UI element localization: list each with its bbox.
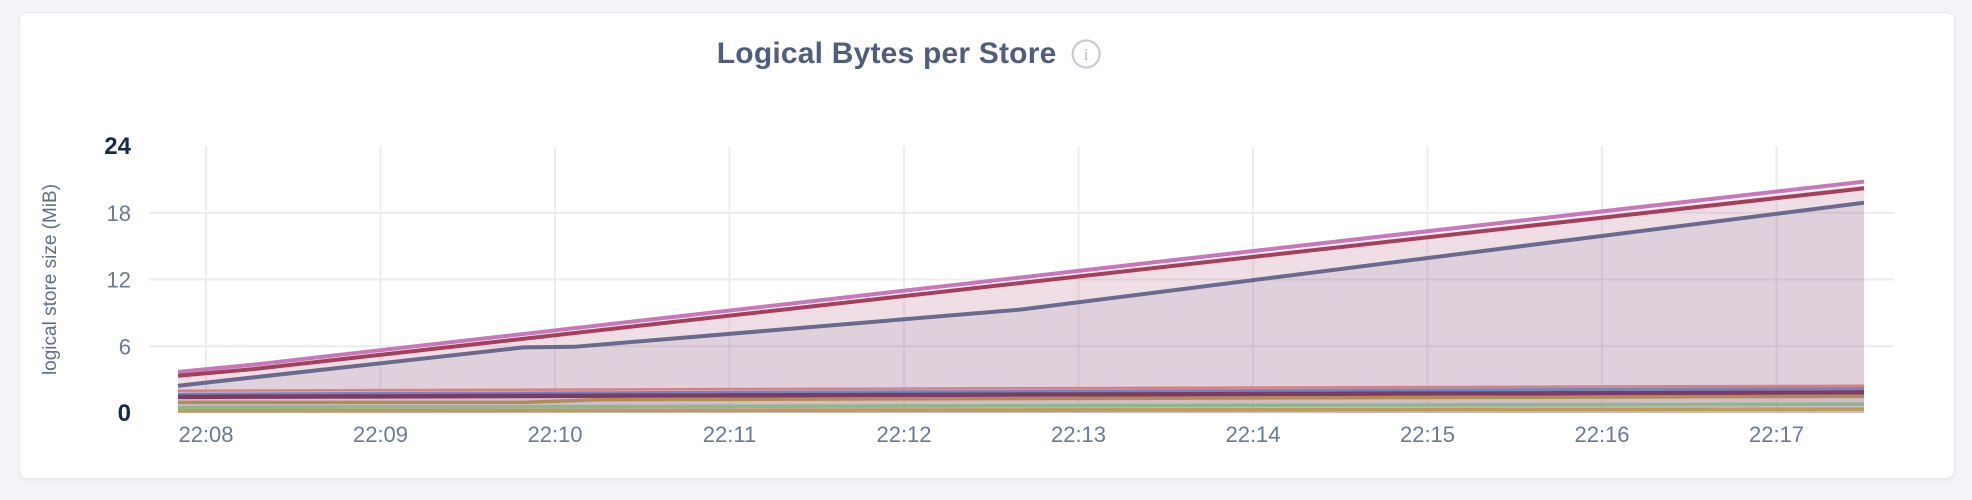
- y-tick-label: 24: [104, 133, 131, 160]
- y-tick-label: 12: [107, 268, 131, 293]
- series-area-orchid: [178, 181, 1864, 413]
- x-tick-label: 22:14: [1225, 422, 1280, 447]
- x-tick-label: 22:12: [876, 422, 931, 447]
- x-tick-label: 22:17: [1749, 422, 1804, 447]
- series-line-green: [177, 402, 1865, 410]
- series-line-steel-blue: [177, 387, 1865, 396]
- info-icon[interactable]: i: [1070, 38, 1102, 70]
- x-tick-label: 22:13: [1051, 422, 1106, 447]
- series-line-orchid: [177, 179, 1865, 374]
- series-line-maroon: [177, 186, 1865, 378]
- x-tick-label: 22:08: [178, 422, 233, 447]
- series-line-salmon: [177, 384, 1865, 392]
- x-tick-label: 22:15: [1400, 422, 1455, 447]
- chart-header: Logical Bytes per Store i: [717, 37, 1103, 71]
- info-icon-glyph: i: [1084, 45, 1089, 64]
- chart-title: Logical Bytes per Store: [716, 37, 1057, 70]
- x-tick-label: 22:11: [703, 422, 756, 447]
- x-tick-label: 22:10: [527, 422, 582, 447]
- series-line-plum: [177, 390, 1865, 400]
- series-line-slate: [177, 200, 1865, 388]
- x-tick-label: 22:09: [353, 422, 408, 447]
- series-line-bronze: [178, 394, 1865, 405]
- y-tick-label: 18: [107, 201, 131, 226]
- series-line-gold: [177, 407, 1865, 413]
- series-area-slate: [178, 202, 1864, 413]
- series-area-maroon: [178, 188, 1864, 413]
- y-tick-label: 6: [119, 334, 131, 359]
- chart-card: 0 6 12 18 24 22:08 22:09 22:10 22:11 22:12 22:13 22…: [19, 12, 1955, 479]
- x-tick-label: 22:16: [1574, 422, 1629, 447]
- y-axis-title: logical store size (MiB): [40, 184, 61, 375]
- y-tick-label: 0: [118, 400, 131, 427]
- chart-canvas[interactable]: 0 6 12 18 24 22:08 22:09 22:10 22:11 22:12 22:13 22…: [20, 13, 1956, 480]
